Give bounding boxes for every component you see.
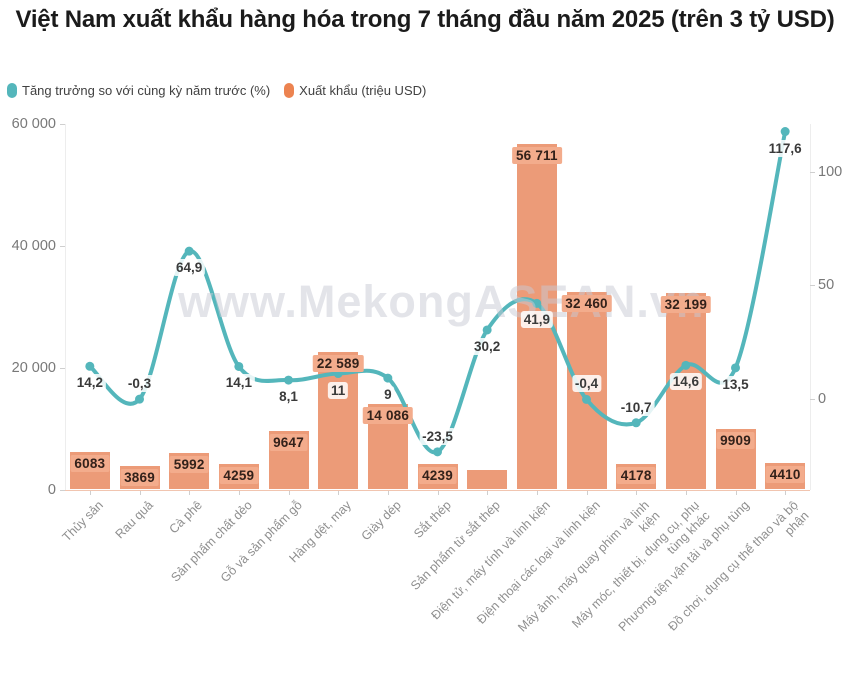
legend-item-growth: Tăng trưởng so với cùng kỳ năm trước (%) [7, 83, 270, 98]
line-value-label: 8,1 [276, 388, 301, 406]
legend: Tăng trưởng so với cùng kỳ năm trước (%)… [7, 83, 426, 98]
line-value-label: 11 [328, 381, 349, 399]
exports-legend-swatch-icon [284, 83, 295, 98]
line-point [85, 361, 95, 371]
line-point [234, 361, 244, 371]
y-axis-right-tick-label: 0 [818, 390, 827, 407]
line-value-label: 30,2 [471, 337, 504, 355]
line-point [482, 325, 492, 335]
line-value-label: 9 [381, 386, 395, 404]
x-axis-tick-mark [238, 490, 240, 495]
y-axis-right-tick-label: 50 [818, 277, 835, 293]
line-value-label: 14,6 [669, 373, 702, 391]
legend-label-exports: Xuất khẩu (triệu USD) [299, 83, 427, 98]
y-axis-left-tick-label: 40 000 [11, 237, 56, 254]
line-point [731, 363, 740, 373]
x-axis-tick-mark [586, 490, 588, 495]
legend-item-exports: Xuất khẩu (triệu USD) [284, 83, 426, 98]
bar-value-label: 4410 [765, 465, 805, 483]
x-axis-tick-mark [387, 490, 389, 495]
line-value-label: -23,5 [419, 427, 456, 445]
line-value-label: 14,2 [73, 374, 106, 392]
y-axis-right-line [810, 124, 811, 490]
bar-value-label: 3869 [120, 468, 159, 486]
line-value-label: 13,5 [719, 375, 752, 393]
line-point [582, 394, 591, 404]
x-axis-tick-mark [338, 490, 340, 495]
y-axis-right-tick-label: 100 [818, 163, 843, 180]
line-point [284, 375, 293, 385]
line-value-label: -0,3 [124, 375, 155, 393]
y-axis-left-tick-mark [60, 245, 65, 247]
line-point [135, 394, 144, 404]
bar-value-label: 4239 [418, 466, 457, 484]
bar-value-label: 32 199 [660, 296, 712, 314]
bar-value-label: 4259 [219, 466, 259, 484]
bar-value-label: 56 711 [511, 147, 562, 165]
y-axis-left-line [65, 124, 66, 490]
y-axis-right-tick-mark [810, 398, 815, 400]
line-value-label: -10,7 [617, 398, 655, 416]
y-axis-left-tick-mark [60, 124, 65, 125]
line-value-label: 14,1 [222, 374, 255, 392]
bar [665, 293, 706, 490]
x-axis-tick-mark [685, 490, 687, 495]
y-axis-right-tick-mark [810, 285, 815, 286]
legend-label-growth: Tăng trưởng so với cùng kỳ năm trước (%) [22, 83, 271, 98]
bar-value-label: 5992 [169, 455, 209, 473]
x-axis-tick-mark [139, 490, 141, 495]
bar-value-label: 22 589 [312, 354, 364, 372]
line-point [780, 127, 790, 137]
y-axis-left-tick-mark [60, 367, 65, 369]
line-value-label: 64,9 [173, 259, 206, 277]
bar-value-label: 32 460 [561, 294, 612, 312]
line-point [681, 360, 691, 370]
bar-value-label: 9647 [269, 433, 308, 451]
x-axis-tick-mark [636, 490, 638, 495]
y-axis-left-tick-label: 20 000 [11, 359, 56, 376]
x-axis-tick-mark [189, 490, 191, 495]
line-point [433, 447, 442, 457]
chart-title: Việt Nam xuất khẩu hàng hóa trong 7 thán… [15, 6, 835, 33]
x-axis-tick-mark [735, 490, 737, 495]
x-axis-line [65, 489, 810, 491]
x-axis-tick-mark [536, 490, 538, 495]
line-point [532, 298, 542, 308]
bar-value-label: 9909 [716, 432, 755, 450]
y-axis-left-tick-mark [60, 489, 65, 491]
line-point [184, 246, 194, 256]
line-point [383, 373, 393, 383]
y-axis-left-tick-label: 60 000 [11, 116, 56, 132]
x-axis-tick-mark [487, 490, 489, 495]
x-axis-tick-mark [288, 490, 290, 495]
bar-value-label: 4178 [616, 467, 656, 485]
growth-legend-swatch-icon [7, 83, 17, 98]
line-value-label: 41,9 [520, 311, 553, 329]
bar-value-label: 6083 [70, 455, 110, 473]
y-axis-left-tick-label: 0 [47, 481, 56, 498]
line-point [631, 418, 641, 428]
bar-value-label: 14 086 [362, 406, 414, 424]
line-value-label: -0,4 [571, 375, 602, 393]
x-axis-tick-mark [437, 490, 439, 495]
x-axis-tick-mark [785, 490, 787, 495]
line-value-label: 117,6 [765, 139, 805, 157]
y-axis-right-tick-mark [810, 171, 815, 173]
bar [467, 470, 508, 490]
x-axis-tick-mark [89, 490, 91, 495]
